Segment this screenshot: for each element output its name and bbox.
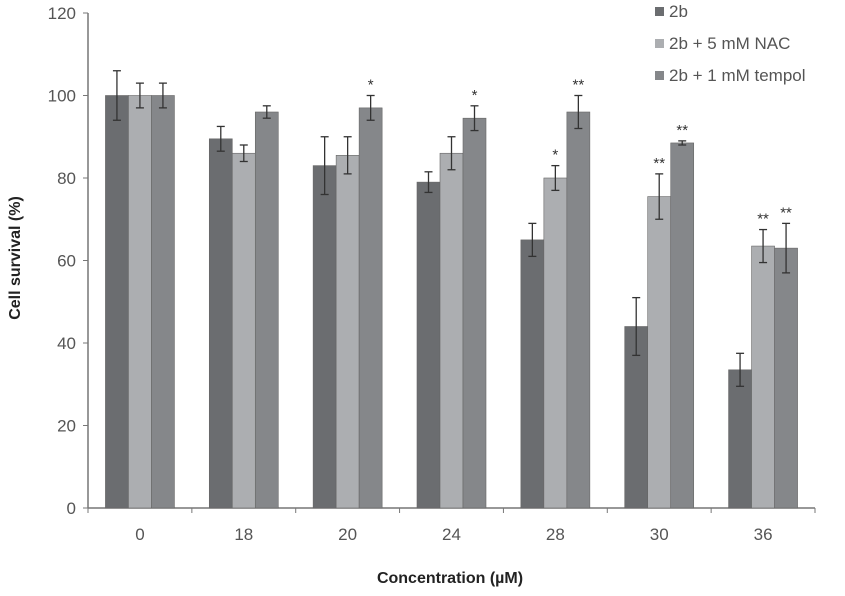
legend-swatch (655, 7, 664, 16)
bar (231, 152, 256, 509)
x-tick-label: 28 (546, 525, 565, 544)
significance-marker: ** (676, 122, 688, 139)
bar (751, 245, 775, 509)
x-tick-label: 24 (442, 525, 461, 544)
significance-marker: ** (780, 204, 792, 221)
bar (254, 111, 279, 509)
bar (670, 142, 695, 509)
x-tick-label: 0 (135, 525, 144, 544)
x-tick-label: 20 (338, 525, 357, 544)
bar (647, 196, 672, 509)
x-tick-label: 18 (234, 525, 253, 544)
y-tick-label: 40 (57, 334, 76, 353)
significance-marker: ** (573, 77, 585, 94)
bar (439, 152, 464, 509)
bar (728, 369, 752, 509)
bar (358, 107, 383, 509)
x-tick-label: 30 (650, 525, 669, 544)
bar (543, 177, 568, 509)
significance-marker: * (552, 147, 558, 164)
legend-swatch (655, 39, 664, 48)
bar (416, 181, 441, 509)
x-axis-label: Concentration (µM) (377, 570, 523, 587)
legend-swatch (655, 71, 664, 80)
bar (335, 155, 360, 509)
bar (128, 95, 152, 509)
legend-label: 2b (669, 2, 688, 21)
bar (520, 239, 545, 509)
legend-label: 2b + 1 mM tempol (669, 66, 806, 85)
bar (566, 111, 591, 509)
y-tick-label: 120 (48, 4, 76, 23)
bar (151, 95, 175, 509)
y-tick-label: 80 (57, 169, 76, 188)
bar (312, 165, 337, 509)
x-tick-label: 36 (754, 525, 773, 544)
significance-marker: ** (653, 155, 665, 172)
y-tick-label: 0 (67, 499, 76, 518)
significance-marker: * (472, 87, 478, 104)
legend-label: 2b + 5 mM NAC (669, 34, 790, 53)
bar (105, 95, 129, 509)
y-tick-label: 60 (57, 252, 76, 271)
bar (462, 117, 487, 509)
y-tick-label: 100 (48, 87, 76, 106)
y-axis-label: Cell survival (%) (7, 196, 24, 320)
significance-marker: * (368, 77, 374, 94)
bar (208, 138, 233, 509)
bar (774, 247, 798, 509)
y-tick-label: 20 (57, 417, 76, 436)
significance-marker: ** (757, 211, 769, 228)
